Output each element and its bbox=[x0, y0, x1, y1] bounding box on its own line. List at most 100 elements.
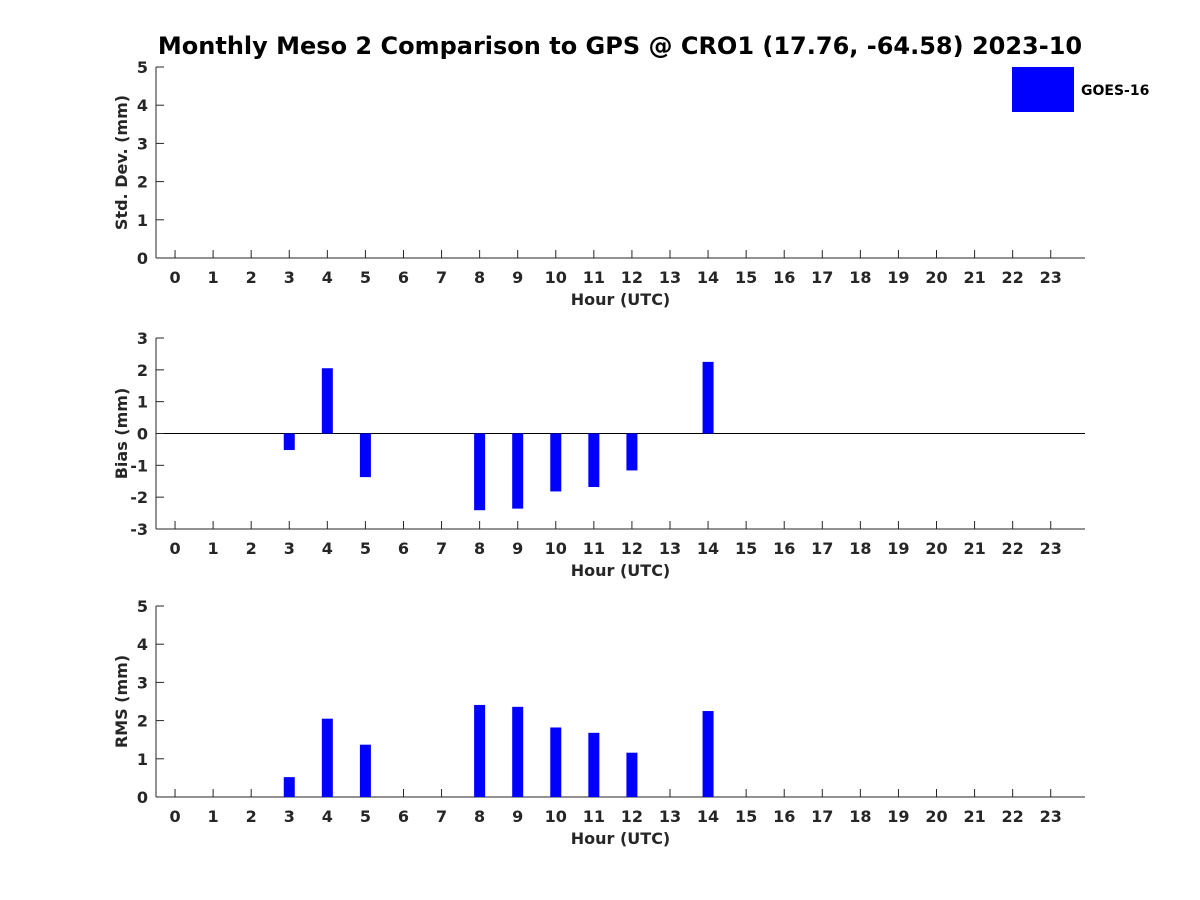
bias-y-tick-label: 2 bbox=[137, 361, 148, 380]
bias-bar-hour-4 bbox=[321, 368, 333, 434]
rms-x-tick-label: 1 bbox=[208, 807, 219, 826]
rms-y-tick-label: 1 bbox=[137, 750, 148, 769]
std_dev-y-tick-label: 4 bbox=[137, 96, 148, 115]
rms-bar-hour-11 bbox=[588, 732, 600, 797]
rms-y-axis-label: RMS (mm) bbox=[112, 655, 131, 748]
bias-bar-hour-5 bbox=[359, 433, 371, 478]
std_dev-x-tick-label: 8 bbox=[474, 268, 485, 287]
std_dev-x-tick-label: 12 bbox=[621, 268, 643, 287]
std_dev-x-tick-label: 21 bbox=[963, 268, 985, 287]
rms-x-tick-label: 9 bbox=[512, 807, 523, 826]
std_dev-x-tick-label: 6 bbox=[398, 268, 409, 287]
bias-y-tick-label: -3 bbox=[130, 520, 148, 539]
bias-x-tick-label: 14 bbox=[697, 539, 719, 558]
rms-x-tick-label: 22 bbox=[1002, 807, 1024, 826]
std_dev-y-axis-label: Std. Dev. (mm) bbox=[112, 95, 131, 230]
bias-x-tick-label: 11 bbox=[583, 539, 605, 558]
std_dev-x-axis-label: Hour (UTC) bbox=[571, 290, 671, 309]
bias-x-tick-label: 20 bbox=[925, 539, 947, 558]
rms-bar-hour-4 bbox=[321, 718, 333, 797]
rms-x-tick-label: 20 bbox=[925, 807, 947, 826]
rms-bar-hour-9 bbox=[512, 706, 524, 797]
rms-x-tick-label: 13 bbox=[659, 807, 681, 826]
std_dev-x-tick-label: 5 bbox=[360, 268, 371, 287]
legend: GOES-16 bbox=[1012, 67, 1149, 112]
rms-x-tick-label: 8 bbox=[474, 807, 485, 826]
bias-x-tick-label: 4 bbox=[322, 539, 333, 558]
std_dev-y-tick-label: 5 bbox=[137, 58, 148, 77]
bias-bar-hour-3 bbox=[283, 433, 295, 451]
rms-x-tick-label: 19 bbox=[887, 807, 909, 826]
bias-x-tick-label: 19 bbox=[887, 539, 909, 558]
rms-x-tick-label: 0 bbox=[169, 807, 180, 826]
rms-x-tick-label: 18 bbox=[849, 807, 871, 826]
std_dev-x-tick-label: 7 bbox=[436, 268, 447, 287]
bias-x-tick-label: 21 bbox=[963, 539, 985, 558]
rms-x-tick-label: 2 bbox=[246, 807, 257, 826]
std_dev-x-tick-label: 10 bbox=[545, 268, 567, 287]
rms-x-tick-label: 14 bbox=[697, 807, 719, 826]
bias-bar-hour-9 bbox=[512, 433, 524, 509]
rms-x-tick-label: 5 bbox=[360, 807, 371, 826]
std_dev-x-tick-label: 13 bbox=[659, 268, 681, 287]
rms-y-tick-label: 5 bbox=[137, 597, 148, 616]
std_dev-x-tick-label: 23 bbox=[1040, 268, 1062, 287]
bias-y-axis-label: Bias (mm) bbox=[112, 388, 131, 480]
bias-x-axis-label: Hour (UTC) bbox=[571, 561, 671, 580]
rms-bar-hour-3 bbox=[283, 777, 295, 797]
rms-y-tick-label: 0 bbox=[137, 788, 148, 807]
rms-bar-hour-12 bbox=[626, 752, 638, 797]
rms-bar-hour-10 bbox=[550, 727, 562, 797]
std_dev-x-tick-label: 22 bbox=[1002, 268, 1024, 287]
bias-bar-hour-12 bbox=[626, 433, 638, 471]
chart-title: Monthly Meso 2 Comparison to GPS @ CRO1 … bbox=[158, 32, 1082, 60]
std_dev-x-tick-label: 1 bbox=[208, 268, 219, 287]
rms-x-tick-label: 3 bbox=[284, 807, 295, 826]
bias-bar-hour-10 bbox=[550, 433, 562, 492]
bias-y-tick-label: -2 bbox=[130, 488, 148, 507]
std_dev-x-tick-label: 3 bbox=[284, 268, 295, 287]
bias-x-tick-label: 9 bbox=[512, 539, 523, 558]
bias-x-tick-label: 16 bbox=[773, 539, 795, 558]
bias-x-tick-label: 13 bbox=[659, 539, 681, 558]
std_dev-x-tick-label: 15 bbox=[735, 268, 757, 287]
bias-x-tick-label: 8 bbox=[474, 539, 485, 558]
std_dev-x-tick-label: 4 bbox=[322, 268, 333, 287]
bias-x-tick-label: 3 bbox=[284, 539, 295, 558]
std_dev-x-tick-label: 19 bbox=[887, 268, 909, 287]
std_dev-x-tick-label: 20 bbox=[925, 268, 947, 287]
rms-x-tick-label: 15 bbox=[735, 807, 757, 826]
std_dev-y-tick-label: 0 bbox=[137, 249, 148, 268]
std_dev-y-tick-label: 2 bbox=[137, 173, 148, 192]
bias-x-tick-label: 23 bbox=[1040, 539, 1062, 558]
std_dev-x-tick-label: 18 bbox=[849, 268, 871, 287]
rms-bar-hour-8 bbox=[474, 704, 486, 797]
rms-x-tick-label: 12 bbox=[621, 807, 643, 826]
rms-x-tick-label: 4 bbox=[322, 807, 333, 826]
bias-x-tick-label: 15 bbox=[735, 539, 757, 558]
legend-label-goes-16: GOES-16 bbox=[1081, 83, 1149, 99]
rms-x-tick-label: 17 bbox=[811, 807, 833, 826]
bias-y-tick-label: 1 bbox=[137, 393, 148, 412]
bias-x-tick-label: 12 bbox=[621, 539, 643, 558]
bias-x-tick-label: 17 bbox=[811, 539, 833, 558]
rms-x-tick-label: 7 bbox=[436, 807, 447, 826]
bias-x-tick-label: 6 bbox=[398, 539, 409, 558]
bias-y-tick-label: 0 bbox=[137, 425, 148, 444]
rms-x-tick-label: 6 bbox=[398, 807, 409, 826]
std_dev-x-tick-label: 2 bbox=[246, 268, 257, 287]
bias-x-tick-label: 22 bbox=[1002, 539, 1024, 558]
rms-bar-hour-14 bbox=[702, 711, 714, 797]
rms-x-tick-label: 23 bbox=[1040, 807, 1062, 826]
rms-x-tick-label: 11 bbox=[583, 807, 605, 826]
bias-bar-hour-11 bbox=[588, 433, 600, 487]
std_dev-x-tick-label: 9 bbox=[512, 268, 523, 287]
bias-x-tick-label: 0 bbox=[169, 539, 180, 558]
std_dev-x-tick-label: 17 bbox=[811, 268, 833, 287]
bias-x-tick-label: 2 bbox=[246, 539, 257, 558]
bias-x-tick-label: 18 bbox=[849, 539, 871, 558]
rms-y-tick-label: 3 bbox=[137, 673, 148, 692]
